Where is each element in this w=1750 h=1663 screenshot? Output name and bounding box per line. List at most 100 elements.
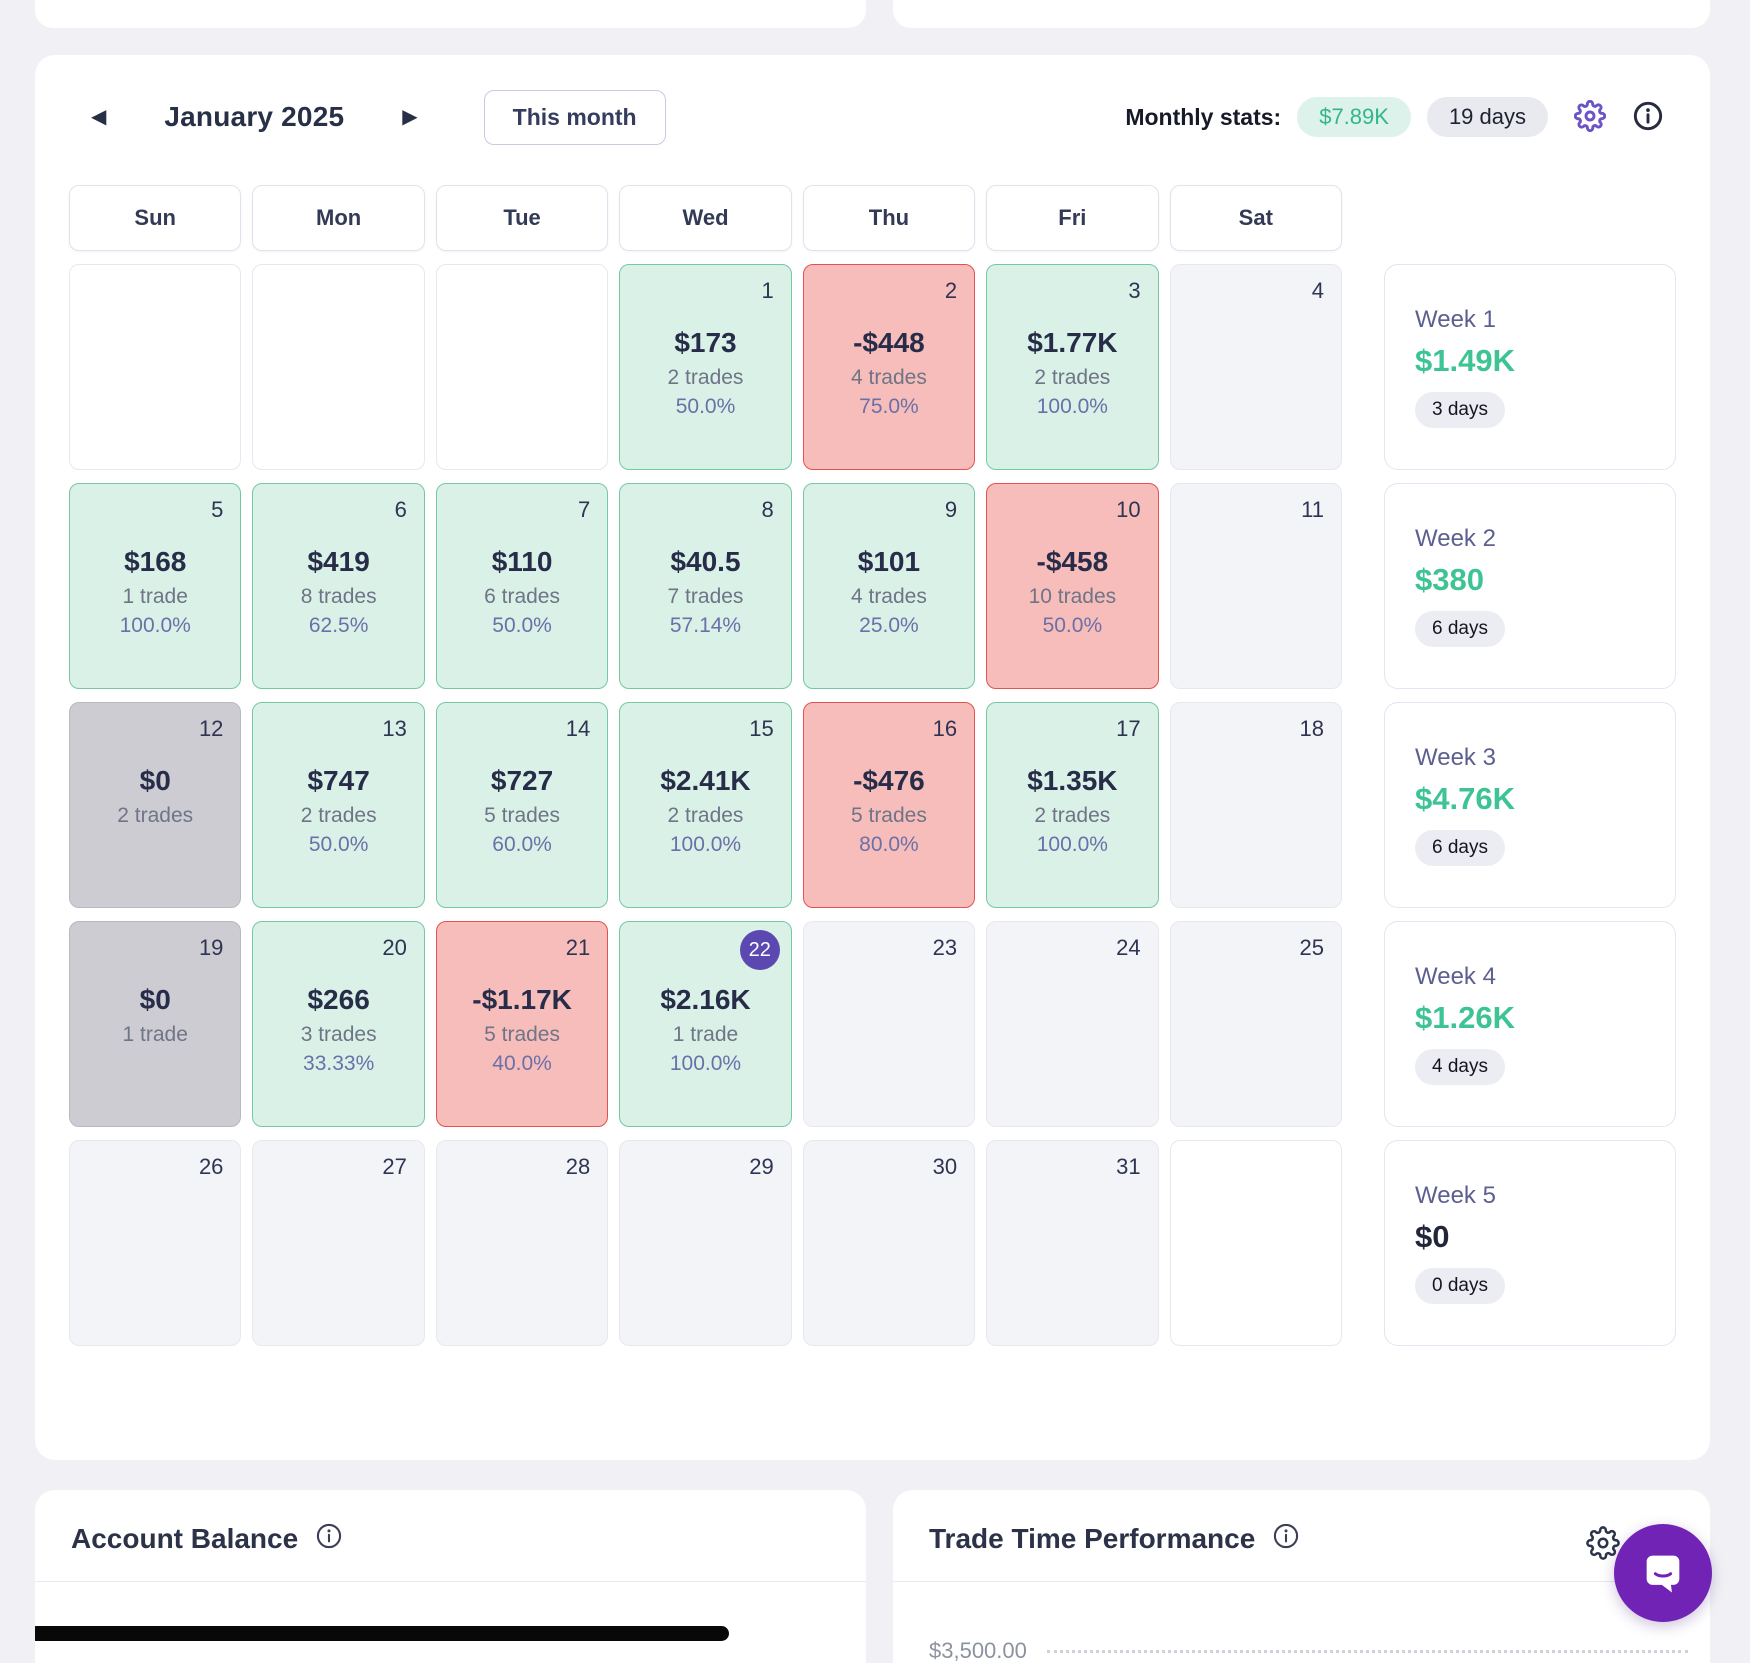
day-pnl-value: $101 xyxy=(857,546,921,577)
day-cell-7[interactable]: 7 $110 6 trades 50.0% xyxy=(435,483,609,689)
gridline xyxy=(1046,1649,1688,1653)
day-trade-count: 5 trades xyxy=(484,804,560,827)
day-number: 8 xyxy=(761,497,774,522)
day-cell-4[interactable]: 4 xyxy=(1169,264,1342,470)
day-cell-24[interactable]: 24 xyxy=(986,921,1159,1127)
day-stats: $727 5 trades 60.0% xyxy=(437,765,607,857)
day-stats: $173 2 trades 50.0% xyxy=(620,327,790,419)
weekday-header-tue: Tue xyxy=(435,185,609,251)
day-cell-19[interactable]: 19 $0 1 trade xyxy=(69,921,242,1127)
week-summary-5: Week 5 $0 0 days xyxy=(1384,1140,1676,1346)
day-cell-12[interactable]: 12 $0 2 trades xyxy=(69,702,242,908)
chat-launcher-button[interactable] xyxy=(1614,1524,1712,1622)
day-cell-22[interactable]: 22 $2.16K 1 trade 100.0% xyxy=(619,921,792,1127)
redacted-balance-bar xyxy=(35,1626,729,1641)
day-cell-11[interactable]: 11 xyxy=(1169,483,1342,689)
day-number: 4 xyxy=(1311,278,1324,303)
day-pnl-value: $110 xyxy=(491,546,553,577)
this-month-button[interactable]: This month xyxy=(483,89,666,145)
day-cell-26[interactable]: 26 xyxy=(69,1140,242,1346)
day-cell-31[interactable]: 31 xyxy=(986,1140,1159,1346)
day-trade-count: 3 trades xyxy=(300,1023,377,1046)
day-stats: $266 3 trades 33.33% xyxy=(253,984,423,1076)
day-win-rate: 50.0% xyxy=(492,614,552,637)
day-trade-count: 7 trades xyxy=(667,585,744,608)
day-trade-count: 4 trades xyxy=(850,585,927,608)
card-divider xyxy=(35,1581,866,1582)
day-stats: $419 8 trades 62.5% xyxy=(253,546,423,638)
day-number: 24 xyxy=(1116,935,1141,960)
day-trade-count: 5 trades xyxy=(484,1023,560,1046)
card-divider xyxy=(893,1581,1710,1582)
day-cell-18[interactable]: 18 xyxy=(1169,702,1342,908)
day-cell-10[interactable]: 10 -$458 10 trades 50.0% xyxy=(986,483,1159,689)
day-number: 21 xyxy=(565,935,591,960)
day-cell-3[interactable]: 3 $1.77K 2 trades 100.0% xyxy=(986,264,1159,470)
day-cell-27[interactable]: 27 xyxy=(252,1140,425,1346)
day-cell-28[interactable]: 28 xyxy=(435,1140,609,1346)
day-cell-5[interactable]: 5 $168 1 trade 100.0% xyxy=(69,483,242,689)
day-cell-2[interactable]: 2 -$448 4 trades 75.0% xyxy=(802,264,976,470)
day-pnl-value: -$476 xyxy=(853,765,925,796)
day-trade-count: 8 trades xyxy=(300,585,377,608)
trade-time-title: Trade Time Performance xyxy=(929,1522,1256,1554)
day-number: 1 xyxy=(761,278,774,303)
day-cell-20[interactable]: 20 $266 3 trades 33.33% xyxy=(252,921,425,1127)
week-label: Week 2 xyxy=(1415,525,1496,552)
weekday-header-thu: Thu xyxy=(802,185,976,251)
day-cell-23[interactable]: 23 xyxy=(802,921,976,1127)
pnl-calendar-card: ◀ January 2025 ▶ This month Monthly stat… xyxy=(35,55,1710,1460)
top-card-cutoff-left xyxy=(35,0,866,28)
info-icon[interactable] xyxy=(1272,1522,1300,1555)
day-number: 11 xyxy=(1301,497,1324,522)
today-badge: 22 xyxy=(739,930,780,970)
day-cell-14[interactable]: 14 $727 5 trades 60.0% xyxy=(435,702,609,908)
weekday-header-fri: Fri xyxy=(986,185,1159,251)
monthly-pnl-badge: $7.89K xyxy=(1297,97,1411,137)
day-win-rate: 57.14% xyxy=(669,614,742,637)
day-cell-13[interactable]: 13 $747 2 trades 50.0% xyxy=(252,702,425,908)
day-cell-29[interactable]: 29 xyxy=(619,1140,792,1346)
info-icon[interactable] xyxy=(315,1522,343,1555)
day-cell-25[interactable]: 25 xyxy=(1169,921,1342,1127)
next-month-button[interactable]: ▶ xyxy=(392,101,427,133)
day-cell-9[interactable]: 9 $101 4 trades 25.0% xyxy=(802,483,976,689)
day-trade-count: 2 trades xyxy=(667,366,744,389)
calendar-info-button[interactable] xyxy=(1632,100,1664,135)
day-number: 12 xyxy=(198,716,224,741)
day-pnl-value: $0 xyxy=(139,984,171,1015)
day-cell-8[interactable]: 8 $40.5 7 trades 57.14% xyxy=(619,483,792,689)
info-icon xyxy=(1632,100,1664,135)
day-cell-16[interactable]: 16 -$476 5 trades 80.0% xyxy=(802,702,976,908)
day-number: 30 xyxy=(932,1154,958,1179)
day-cell-1[interactable]: 1 $173 2 trades 50.0% xyxy=(619,264,792,470)
day-pnl-value: -$458 xyxy=(1036,546,1109,577)
weekday-header-wed: Wed xyxy=(619,185,792,251)
calendar-settings-button[interactable] xyxy=(1573,99,1607,135)
calendar-grid: Sun Mon Tue Wed Thu Fri Sat 1 $173 2 trades 50.0% 2… xyxy=(69,185,1676,1346)
top-card-cutoff-right xyxy=(893,0,1710,28)
day-cell-17[interactable]: 17 $1.35K 2 trades 100.0% xyxy=(986,702,1159,908)
trade-time-settings-button[interactable] xyxy=(1586,1526,1620,1563)
day-win-rate: 75.0% xyxy=(859,395,919,418)
day-stats: -$476 5 trades 80.0% xyxy=(804,765,974,857)
day-pnl-value: $0 xyxy=(139,765,171,796)
chat-bubble-icon xyxy=(1635,1544,1691,1603)
trade-time-axis-row: $3,500.00 xyxy=(929,1638,1688,1663)
day-cell-30[interactable]: 30 xyxy=(802,1140,976,1346)
week-summary-2: Week 2 $380 6 days xyxy=(1384,483,1676,689)
account-balance-title: Account Balance xyxy=(71,1522,299,1554)
week-label: Week 3 xyxy=(1415,744,1496,771)
week-summary-1: Week 1 $1.49K 3 days xyxy=(1384,264,1676,470)
day-number: 5 xyxy=(211,497,224,522)
day-cell-6[interactable]: 6 $419 8 trades 62.5% xyxy=(252,483,425,689)
day-win-rate: 25.0% xyxy=(859,614,919,637)
day-trade-count: 10 trades xyxy=(1028,585,1117,608)
day-stats: $0 2 trades xyxy=(70,765,240,828)
day-number: 20 xyxy=(382,935,407,960)
prev-month-button[interactable]: ◀ xyxy=(81,101,116,133)
day-cell-15[interactable]: 15 $2.41K 2 trades 100.0% xyxy=(619,702,792,908)
day-number: 28 xyxy=(565,1154,591,1179)
day-cell-21[interactable]: 21 -$1.17K 5 trades 40.0% xyxy=(435,921,609,1127)
